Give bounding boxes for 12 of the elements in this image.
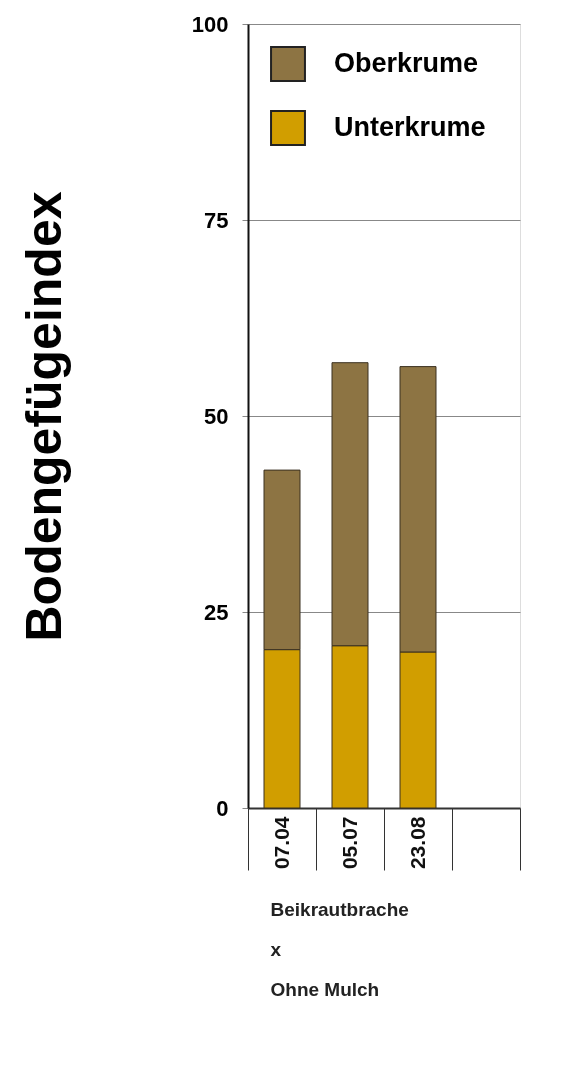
x-tick-label: 07.04	[269, 816, 293, 870]
legend-label: Unterkrume	[334, 112, 486, 142]
x-axis-title: Beikrautbrache x Ohne Mulch	[270, 898, 409, 1000]
y-axis-title: Bodengefügeindex	[15, 191, 72, 642]
legend-label: Oberkrume	[334, 48, 479, 78]
y-tick-label: 75	[204, 207, 229, 233]
y-tick-label: 25	[204, 599, 229, 625]
x-tick-label: 05.07	[337, 816, 361, 870]
x-tick-label: 23.08	[405, 816, 429, 870]
y-tick-label: 0	[216, 795, 229, 821]
y-tick-label: 50	[204, 403, 229, 429]
y-tick-label: 100	[191, 11, 229, 37]
